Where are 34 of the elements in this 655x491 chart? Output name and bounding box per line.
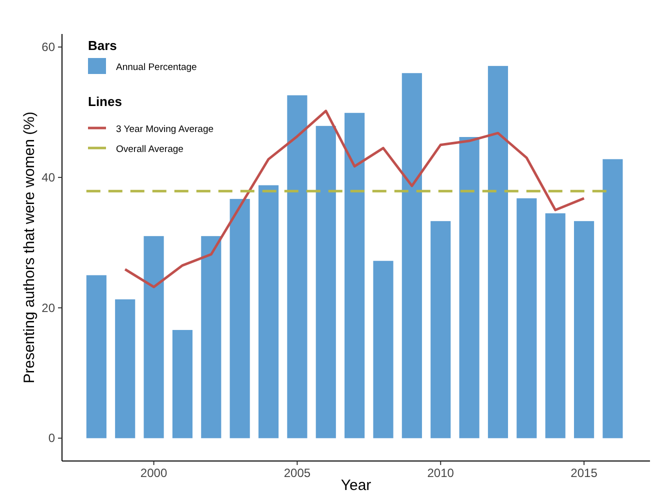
y-tick-label: 0 [48,431,56,446]
y-axis-title: Presenting authors that were women (%) [21,112,38,384]
bar [316,126,336,438]
bar [430,221,451,438]
bar [516,198,537,438]
x-tick-label: 2015 [570,466,598,480]
bar [459,137,480,438]
bar [373,260,394,438]
legend-title: Bars [88,38,117,53]
y-tick-label: 20 [42,300,56,315]
bar [602,159,623,438]
x-tick-label: 2005 [284,466,311,480]
bar [287,95,308,438]
x-tick-label: 2010 [427,466,454,480]
legend-label: Overall Average [116,144,184,155]
legend-label: Annual Percentage [116,62,197,73]
bar [545,213,566,438]
bar [86,275,106,438]
bar [230,198,250,438]
x-tick-label: 2000 [140,466,168,480]
bar [574,221,594,438]
bar [115,299,136,438]
bar [258,185,279,438]
bar [201,236,222,438]
bar [402,73,422,438]
y-tick-label: 60 [42,40,56,54]
bar [144,236,164,438]
legend-label: 3 Year Moving Average [116,124,214,135]
bar [488,66,508,438]
bar [344,112,365,438]
bar [172,330,193,438]
x-axis-title: Year [340,477,372,491]
annotation: Lines [88,94,122,109]
y-tick-label: 40 [42,170,56,184]
